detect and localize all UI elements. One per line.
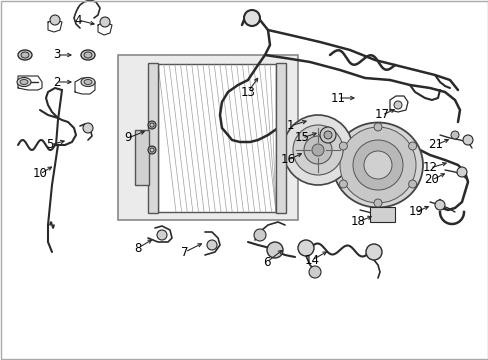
Bar	[135, 130, 149, 185]
Circle shape	[462, 135, 472, 145]
Circle shape	[339, 180, 346, 188]
Text: 9: 9	[124, 131, 131, 144]
Ellipse shape	[84, 80, 92, 85]
Ellipse shape	[21, 52, 29, 58]
Text: 5: 5	[46, 139, 54, 152]
Text: 6: 6	[263, 256, 270, 269]
Circle shape	[244, 10, 260, 26]
Circle shape	[157, 230, 167, 240]
Ellipse shape	[84, 52, 92, 58]
Circle shape	[304, 136, 331, 164]
Ellipse shape	[18, 50, 32, 60]
Circle shape	[292, 125, 342, 175]
Circle shape	[373, 199, 381, 207]
Bar	[148, 63, 158, 213]
Text: 1: 1	[285, 120, 293, 132]
Circle shape	[50, 15, 60, 25]
Circle shape	[339, 142, 346, 150]
Bar	[118, 55, 297, 220]
Circle shape	[408, 180, 416, 188]
Ellipse shape	[81, 77, 95, 86]
Circle shape	[373, 123, 381, 131]
Circle shape	[408, 142, 416, 150]
Circle shape	[365, 244, 381, 260]
Circle shape	[308, 266, 320, 278]
Circle shape	[283, 115, 352, 185]
Circle shape	[456, 167, 466, 177]
Text: 17: 17	[374, 108, 389, 121]
Text: 3: 3	[53, 49, 61, 62]
Circle shape	[319, 127, 335, 143]
Text: 19: 19	[407, 206, 423, 219]
Circle shape	[434, 200, 444, 210]
Circle shape	[150, 123, 154, 127]
Circle shape	[150, 148, 154, 152]
Circle shape	[100, 17, 110, 27]
Circle shape	[393, 101, 401, 109]
Circle shape	[83, 123, 93, 133]
Text: 21: 21	[427, 139, 443, 152]
Text: 7: 7	[181, 246, 188, 258]
Bar	[275, 63, 285, 213]
Text: 4: 4	[74, 13, 81, 27]
Circle shape	[297, 240, 313, 256]
Text: 20: 20	[424, 174, 439, 186]
Text: 16: 16	[280, 153, 295, 166]
Circle shape	[339, 127, 415, 203]
Circle shape	[266, 242, 283, 258]
Bar	[369, 207, 394, 222]
Circle shape	[206, 240, 217, 250]
Text: 18: 18	[350, 216, 365, 229]
Text: 10: 10	[33, 167, 47, 180]
Circle shape	[450, 131, 458, 139]
Text: 14: 14	[304, 253, 319, 266]
Ellipse shape	[81, 50, 95, 60]
Text: 13: 13	[240, 85, 255, 99]
Ellipse shape	[332, 122, 422, 207]
Text: 8: 8	[134, 242, 142, 255]
Circle shape	[363, 151, 391, 179]
Ellipse shape	[17, 77, 31, 86]
Text: 12: 12	[422, 162, 437, 175]
Circle shape	[148, 146, 156, 154]
Circle shape	[253, 229, 265, 241]
Circle shape	[352, 140, 402, 190]
Text: 2: 2	[53, 76, 61, 89]
Text: 15: 15	[294, 131, 309, 144]
Text: 11: 11	[330, 91, 345, 104]
Circle shape	[324, 131, 331, 139]
Bar	[158, 64, 275, 212]
Circle shape	[311, 144, 324, 156]
Circle shape	[148, 121, 156, 129]
Ellipse shape	[20, 80, 28, 85]
